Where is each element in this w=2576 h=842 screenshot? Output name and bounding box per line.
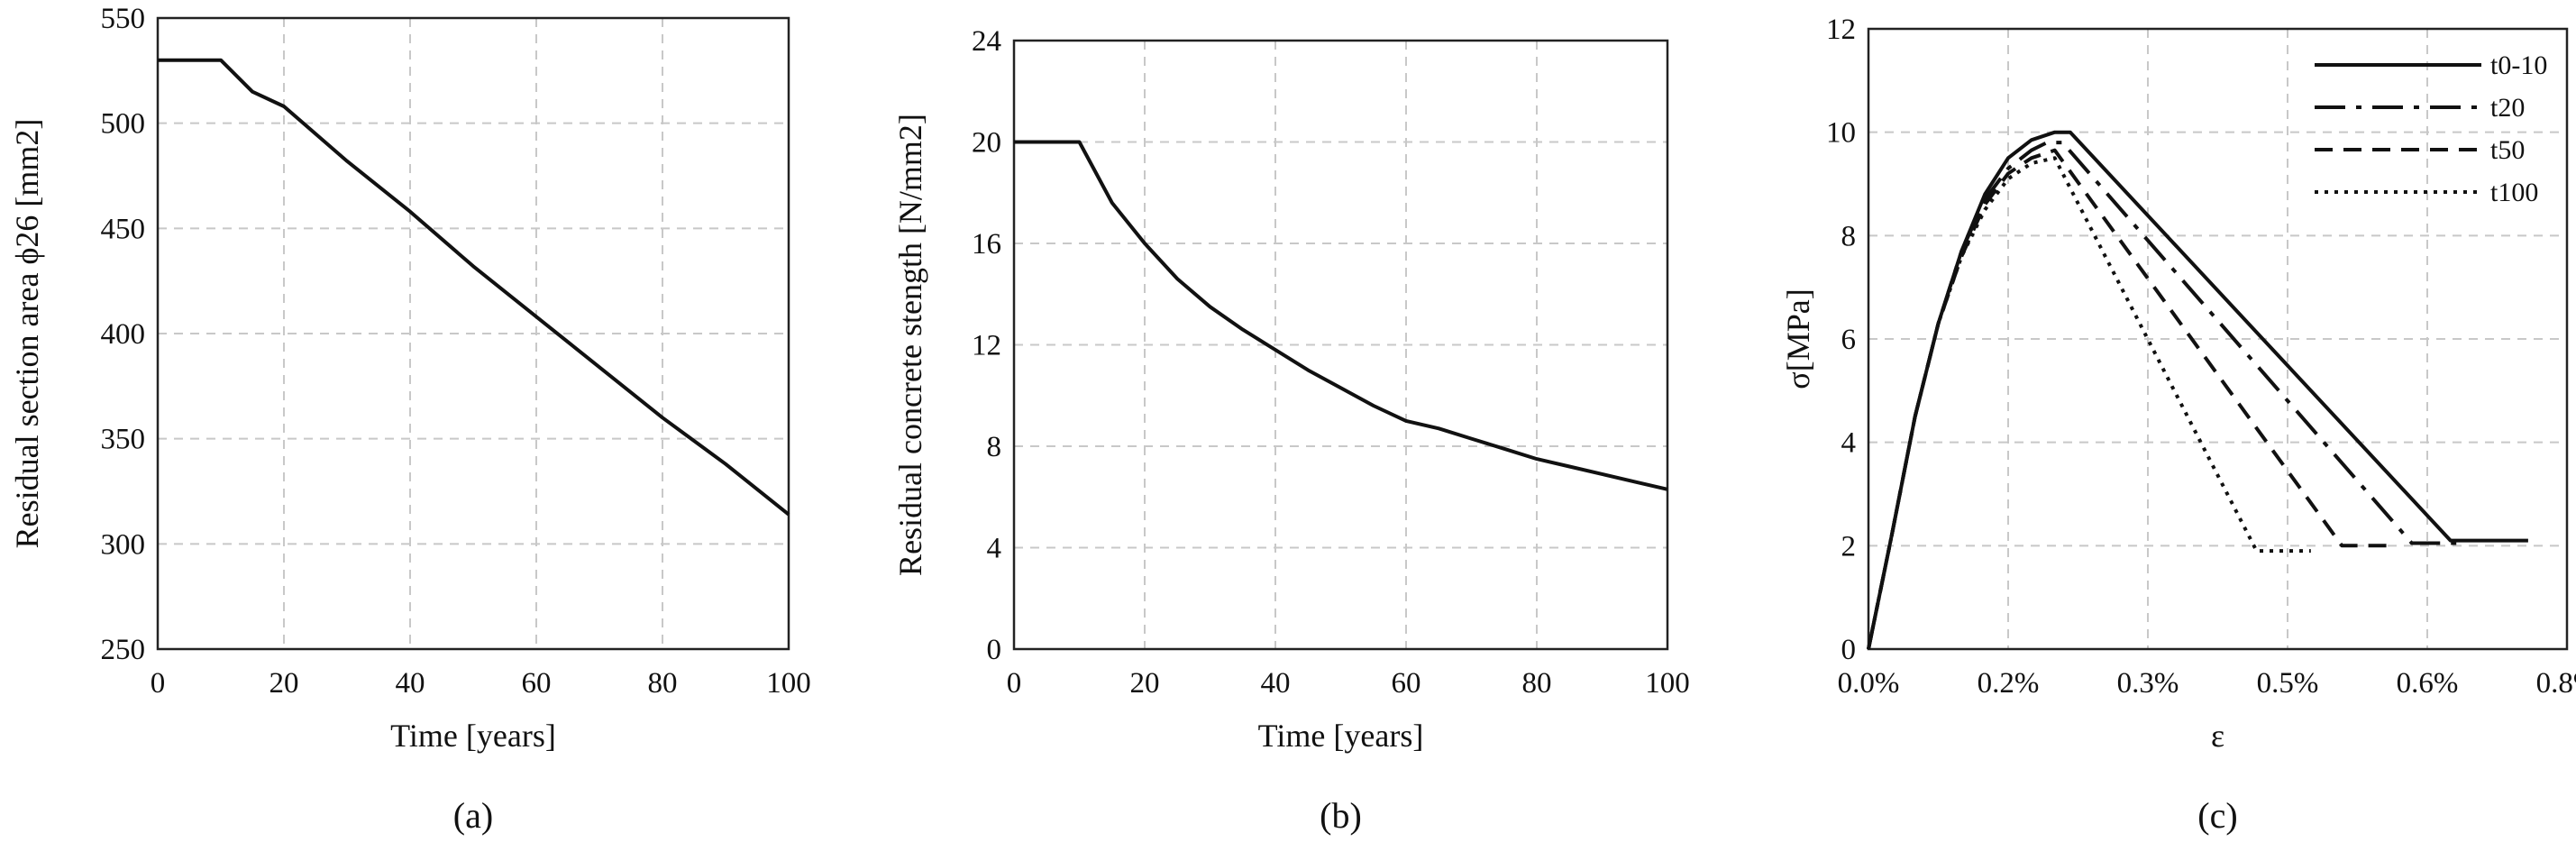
legend-entry: t50 [2490,135,2525,165]
x-tick-label: 0.3% [2117,667,2179,700]
y-tick-label: 250 [101,634,146,666]
x-axis-label: ε [2211,718,2224,754]
plot-frame [1012,39,1669,651]
x-tick-label: 80 [1522,667,1552,700]
x-tick-label: 0.0% [1838,667,1900,700]
y-tick-label: 0 [1841,634,1857,666]
y-tick-label: 16 [972,228,1001,261]
plot-frame [1867,27,2569,651]
x-tick-label: 20 [269,667,299,700]
x-tick-label: 40 [396,667,425,700]
y-tick-label: 10 [1826,117,1856,150]
x-tick-label: 0 [1007,667,1022,700]
y-tick-label: 12 [972,330,1001,362]
x-tick-label: 0.5% [2257,667,2319,700]
x-tick-label: 0.6% [2397,667,2459,700]
series-line-0 [158,58,790,517]
y-tick-label: 4 [1841,427,1857,460]
y-tick-label: 2 [1841,530,1857,563]
y-tick-label: 550 [101,3,146,35]
x-tick-label: 40 [1261,667,1291,700]
y-axis-label: Residual concrete stength [N/mm2] [892,114,928,576]
y-tick-label: 300 [101,528,146,561]
panel-caption: (b) [1320,795,1362,836]
y-axis-label: σ[MPa] [1780,288,1816,389]
x-axis-label: Time [years] [390,718,556,754]
series-line-t100 [1867,156,2311,650]
y-tick-label: 24 [972,25,1001,58]
y-tick-label: 8 [987,431,1002,463]
x-axis-label: Time [years] [1258,718,1424,754]
y-tick-label: 400 [101,318,146,351]
chart-panel-b: 0 20 40 60 80 100 0 4 8 12 16 20 24 Time [years] Resid… [892,25,1690,836]
y-tick-label: 20 [972,127,1001,160]
panel-caption: (c) [2197,795,2237,836]
legend-entry: t0-10 [2490,50,2547,80]
plot-frame [156,16,790,651]
y-tick-label: 6 [1841,324,1857,356]
y-tick-label: 500 [101,108,146,141]
legend-entry: t20 [2490,93,2525,123]
panel-caption: (a) [453,795,493,836]
x-tick-label: 60 [522,667,552,700]
legend-entry: t100 [2490,178,2538,207]
y-tick-label: 8 [1841,220,1857,252]
x-tick-label: 20 [1130,667,1160,700]
x-tick-label: 0 [151,667,166,700]
y-tick-label: 350 [101,424,146,456]
x-tick-label: 0.2% [1978,667,2040,700]
y-tick-label: 0 [987,634,1002,666]
series-line-t20 [1867,141,2467,650]
x-tick-label: 0.8% [2536,667,2576,700]
y-tick-label: 450 [101,213,146,245]
y-tick-label: 4 [987,533,1002,565]
x-tick-label: 100 [766,667,811,700]
x-tick-label: 80 [648,667,678,700]
series-line-t0-10 [1867,130,2528,650]
y-tick-label: 12 [1826,14,1856,46]
series-line-0 [1014,140,1668,491]
x-tick-label: 60 [1392,667,1421,700]
y-axis-label: Residual section area ϕ26 [mm2] [9,119,45,549]
x-tick-label: 100 [1645,667,1690,700]
chart-panel-c: 0.0% 0.2% 0.3% 0.5% 0.6% 0.8% 0 2 4 6 8 10 12 ε σ[MPa]… [1780,14,2576,836]
chart-panel-a: 0 20 40 60 80 100 250 300 350 400 450 500 550 Time [y… [9,3,811,836]
